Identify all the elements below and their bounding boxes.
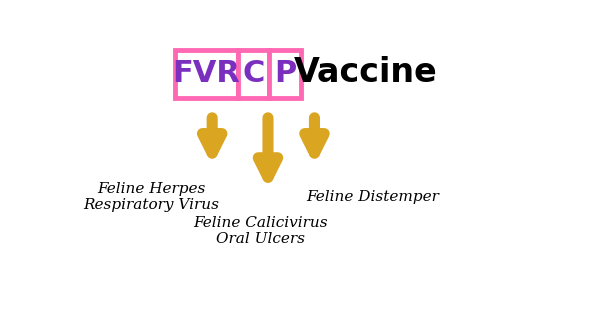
Text: Feline Herpes
Respiratory Virus: Feline Herpes Respiratory Virus — [84, 182, 220, 212]
FancyBboxPatch shape — [175, 50, 238, 98]
Text: Feline Calicivirus
Oral Ulcers: Feline Calicivirus Oral Ulcers — [194, 216, 328, 246]
Text: Vaccine: Vaccine — [294, 56, 437, 89]
Text: Feline Distemper: Feline Distemper — [306, 190, 439, 204]
FancyBboxPatch shape — [269, 50, 301, 98]
Text: P: P — [274, 59, 296, 89]
Text: FVR: FVR — [172, 59, 240, 89]
FancyBboxPatch shape — [238, 50, 269, 98]
Text: C: C — [242, 59, 265, 89]
